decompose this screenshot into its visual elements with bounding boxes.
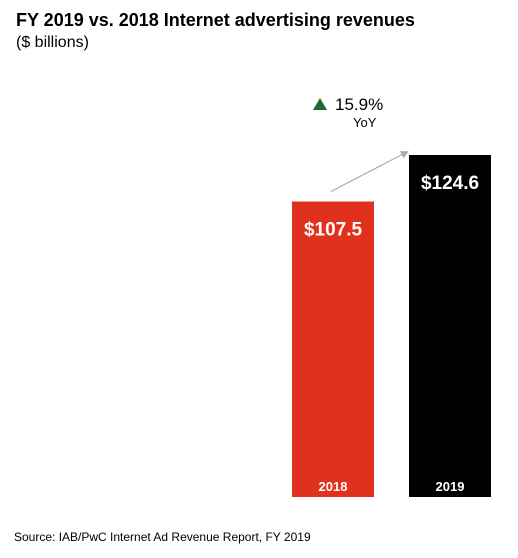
growth-value: 15.9% bbox=[335, 95, 383, 114]
bar-2018 bbox=[292, 201, 374, 497]
bar-2019 bbox=[409, 154, 491, 497]
growth-label: YoY bbox=[353, 115, 377, 130]
bar-category-label: 2019 bbox=[436, 479, 465, 494]
triangle-up-icon bbox=[313, 98, 327, 110]
bars-layer: $107.5 2018 $124.6 2019 bbox=[292, 154, 491, 497]
chart-subtitle: ($ billions) bbox=[16, 34, 89, 51]
chart-title: FY 2019 vs. 2018 Internet advertising re… bbox=[16, 10, 415, 30]
growth-arrow bbox=[330, 151, 409, 193]
bar-value-label: $124.6 bbox=[421, 173, 479, 194]
source-note: Source: IAB/PwC Internet Ad Revenue Repo… bbox=[14, 530, 311, 544]
bar-chart: $107.5 2018 $124.6 2019 15.9% YoY bbox=[292, 95, 491, 497]
bar-value-label: $107.5 bbox=[304, 220, 363, 241]
bar-category-label: 2018 bbox=[319, 479, 348, 494]
